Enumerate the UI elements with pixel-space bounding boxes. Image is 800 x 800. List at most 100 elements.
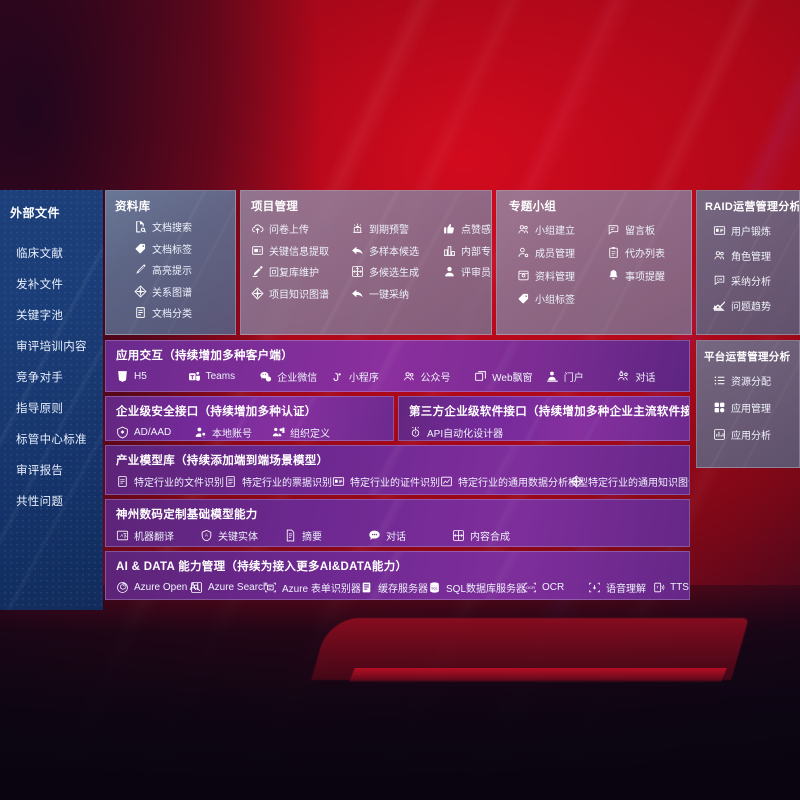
item-group-tag[interactable]: 小组标签 (517, 291, 607, 306)
item-label: Web飘窗 (492, 373, 533, 384)
item-document-search[interactable]: 文档搜索 (134, 219, 235, 234)
web-popup-icon (474, 370, 487, 383)
background-car-silhouette (311, 618, 749, 680)
item-mini-program[interactable]: 小程序 (331, 369, 403, 384)
item-api-designer[interactable]: API自动化设计器 (409, 425, 503, 440)
item-multi-sample-candidates[interactable]: 多样本候选 (351, 243, 443, 258)
item-receipt-recognition[interactable]: 特定行业的票据识别 (224, 474, 332, 489)
item-knowledge-graph-model[interactable]: 特定行业的通用知识图谱模型 (570, 474, 689, 489)
item-tts[interactable]: T TTS (652, 581, 689, 594)
item-org-definition[interactable]: 组织定义 (272, 425, 350, 440)
panel-project-management: 项目管理 问卷上传 到期预警 点赞感谢 关键信息提取 (240, 190, 492, 335)
background-bottom-shadow (0, 585, 800, 800)
item-adoption-analysis[interactable]: QA 采纳分析 (713, 273, 799, 288)
item-project-knowledge-graph[interactable]: 项目知识图谱 (251, 286, 351, 301)
item-ocr[interactable]: OCR OCR (524, 581, 588, 594)
item-multi-candidate-generation[interactable]: 多候选生成 (351, 264, 443, 279)
item-highlight-hint[interactable]: 高亮提示 (134, 262, 235, 277)
item-label: 项目知识图谱 (269, 289, 329, 301)
item-user-profile[interactable]: 用户锻炼 (713, 223, 799, 238)
person-portrait-icon (443, 265, 456, 278)
item-sql-database-server[interactable]: SQL SQL数据库服务器 (428, 580, 527, 595)
sidebar-item-review-report[interactable]: 审评报告 (16, 464, 64, 477)
item-portal[interactable]: 门户 (546, 369, 618, 384)
graph-network-icon (134, 284, 147, 298)
item-app-management[interactable]: 应用管理 (713, 400, 799, 415)
item-resource-allocation[interactable]: 资源分配 (713, 373, 799, 388)
tts-icon: T (652, 581, 665, 594)
sidebar-item-common-issues[interactable]: 共性问题 (16, 495, 64, 508)
item-azure-open-ai[interactable]: Azure Open AI (116, 581, 199, 594)
panel-platform-title: 平台运营管理分析 (704, 351, 791, 363)
item-internal-expert-ranking[interactable]: 内部专家排名 (443, 243, 491, 258)
item-label: 企业微信 (277, 373, 318, 384)
item-todo-list[interactable]: 代办列表 (607, 245, 691, 260)
people-group-icon (517, 223, 530, 236)
panel-raid-analysis: RAID运营管理分析 用户锻炼 角色管理 QA 采纳分析 问题趋势 (696, 190, 800, 335)
item-file-recognition[interactable]: 特定行业的文件识别 (116, 474, 224, 489)
search-doc-icon (190, 581, 203, 594)
official-account-icon (403, 370, 416, 383)
item-wechat-work[interactable]: 企业微信 (259, 369, 331, 384)
item-summary[interactable]: 摘要 (284, 528, 368, 543)
item-content-synthesis[interactable]: 内容合成 (452, 528, 536, 543)
item-key-entity[interactable]: A 关键实体 (200, 528, 284, 543)
item-h5[interactable]: H5 (116, 370, 188, 383)
item-data-analysis-model[interactable]: 特定行业的通用数据分析模型 (440, 474, 588, 489)
item-machine-translation[interactable]: A 机器翻译 (116, 528, 200, 543)
item-document-classify[interactable]: 文档分类 (134, 305, 235, 320)
item-label: 点赞感谢 (461, 225, 491, 236)
item-label: Teams (205, 371, 236, 382)
item-chat[interactable]: 对话 (368, 528, 452, 543)
item-one-click-adopt[interactable]: 一键采纳 (351, 286, 443, 301)
sidebar-item-keyword-pool[interactable]: 关键字池 (16, 309, 64, 322)
item-speech-understanding[interactable]: 语音理解 (588, 580, 652, 595)
sidebar-item-guidelines[interactable]: 指导原则 (16, 402, 64, 415)
panel-ai-data-management: AI & DATA 能力管理（持续为接入更多AI&DATA能力） Azure O… (105, 551, 690, 600)
item-cache-server[interactable]: 缓存服务器 (360, 580, 428, 595)
item-like-thanks[interactable]: 点赞感谢 (443, 221, 491, 236)
svg-text:A: A (205, 533, 208, 538)
item-official-account[interactable]: 公众号 (403, 369, 475, 384)
item-group-create[interactable]: 小组建立 (517, 222, 607, 237)
item-azure-search[interactable]: Azure Search (190, 581, 269, 594)
wrench-pen-icon (251, 265, 264, 278)
sidebar-item-supplement-docs[interactable]: 发补文件 (16, 278, 64, 291)
sidebar-item-review-training[interactable]: 审评培训内容 (16, 340, 87, 353)
panel-industry-model-title: 产业模型库（持续添加端到端场景模型） (116, 455, 329, 467)
item-label: 问卷上传 (269, 225, 309, 236)
item-label: 关系图谱 (152, 287, 192, 299)
item-expiry-alert[interactable]: 到期预警 (351, 221, 443, 236)
item-label: OCR (542, 582, 565, 593)
item-document-tag[interactable]: 文档标签 (134, 241, 235, 256)
item-label: 语音理解 (606, 584, 647, 595)
document-category-icon (134, 306, 147, 319)
item-teams[interactable]: Teams (188, 370, 260, 383)
item-web-popup[interactable]: Web飘窗 (474, 369, 546, 384)
item-id-recognition[interactable]: 特定行业的证件识别 (332, 474, 440, 489)
item-azure-form-recognizer[interactable]: Azure 表单识别器 (264, 580, 361, 595)
item-issue-trend[interactable]: 问题趋势 (713, 298, 799, 313)
item-key-info-extraction[interactable]: 关键信息提取 (251, 243, 351, 258)
item-label: 用户锻炼 (731, 227, 771, 238)
item-event-reminder[interactable]: 事项提醒 (607, 268, 691, 283)
data-analysis-icon (440, 475, 453, 488)
item-local-account[interactable]: 本地账号 (194, 425, 272, 440)
item-relation-graph[interactable]: 关系图谱 (134, 284, 235, 299)
item-label: SQL数据库服务器 (446, 584, 527, 595)
item-reviewer-profile[interactable]: 评审员画像 (443, 264, 491, 279)
item-material-management[interactable]: 资料管理 (517, 268, 607, 283)
item-dialog[interactable]: 对话 (617, 369, 689, 384)
item-member-management[interactable]: 成员管理 (517, 245, 607, 260)
sidebar-item-competitors[interactable]: 竞争对手 (16, 371, 64, 384)
svg-text:OCR: OCR (526, 585, 535, 590)
item-questionnaire-upload[interactable]: 问卷上传 (251, 221, 351, 236)
item-role-management[interactable]: 角色管理 (713, 248, 799, 263)
sidebar-item-clinical-literature[interactable]: 临床文献 (16, 247, 64, 260)
item-app-analysis[interactable]: 应用分析 (713, 427, 799, 442)
sidebar-item-standards-center[interactable]: 标管中心标准 (16, 433, 87, 446)
item-ad-aad[interactable]: AD/AAD (116, 426, 194, 439)
panel-topic-group: 专题小组 小组建立 留言板 成员管理 代办列表 (496, 190, 692, 335)
item-reply-library-maintenance[interactable]: 回复库维护 (251, 264, 351, 279)
item-message-board[interactable]: 留言板 (607, 222, 691, 237)
